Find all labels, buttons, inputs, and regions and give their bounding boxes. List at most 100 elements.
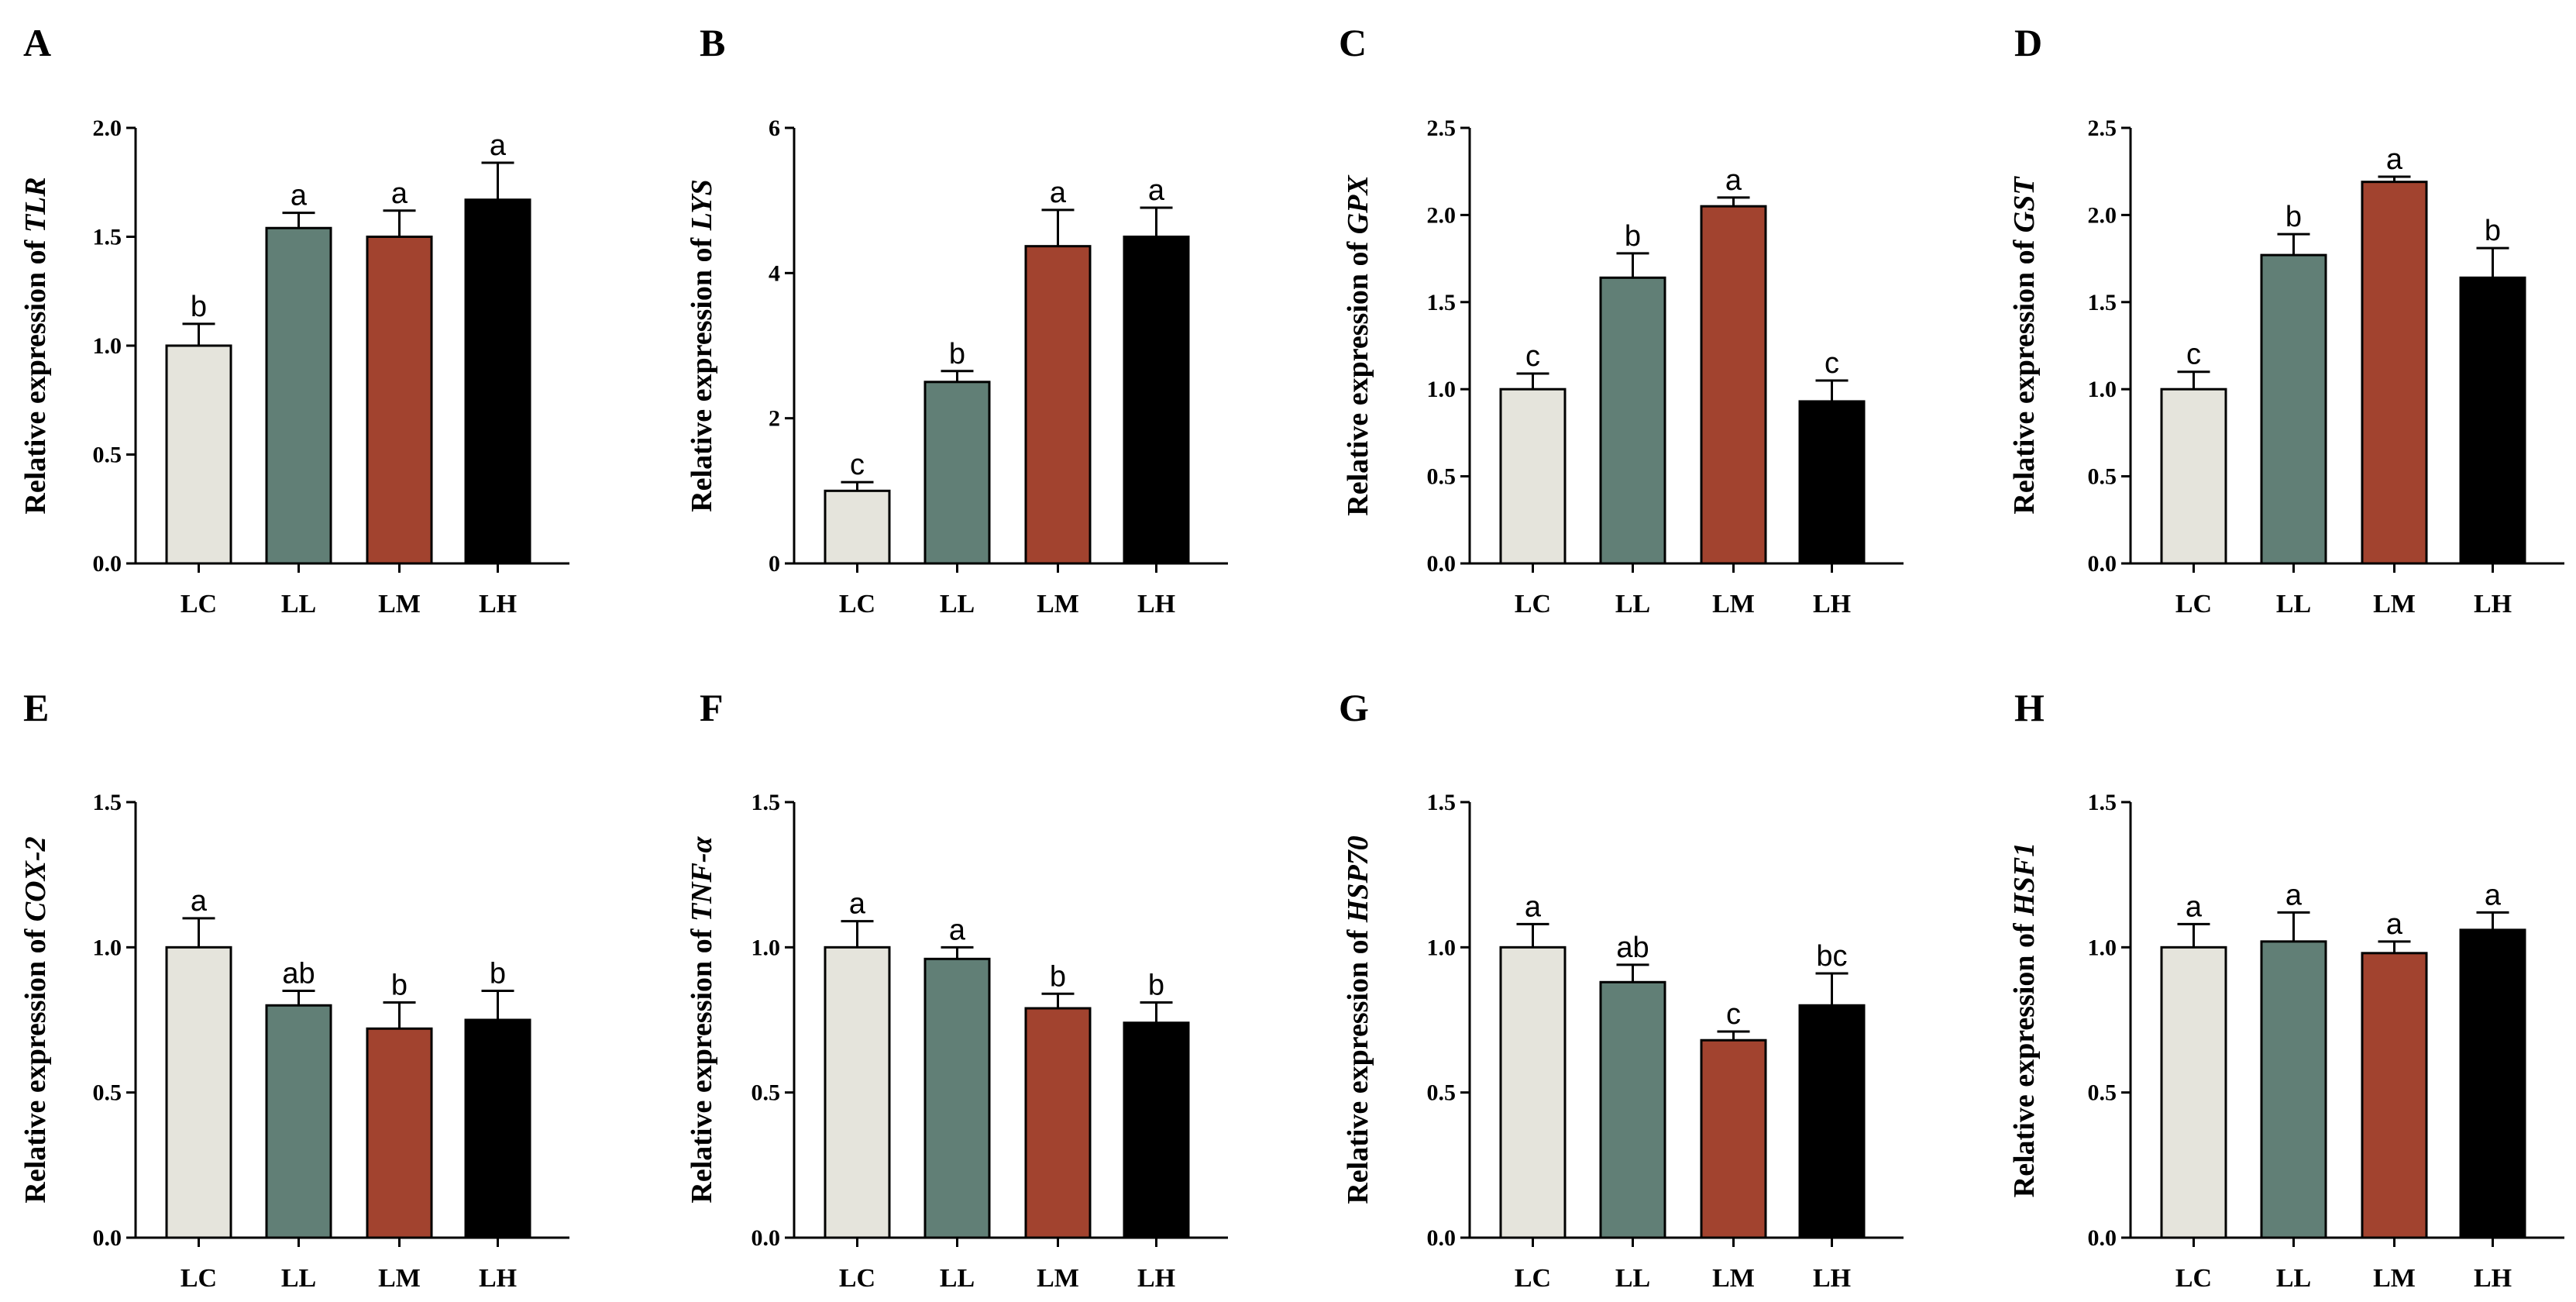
panel-letter: H (2014, 686, 2045, 729)
x-tick-label-LL: LL (281, 590, 316, 618)
x-tick-label-LM: LM (2373, 590, 2416, 618)
bar-LC (824, 946, 891, 1239)
x-tick-label-LM: LM (378, 1264, 421, 1293)
bar-LC (2160, 946, 2227, 1239)
y-tick-label: 2.0 (93, 115, 122, 141)
y-tick-label: 0.5 (1427, 464, 1457, 490)
significance-letter-LC: c (2186, 339, 2201, 371)
x-tick-label-LH: LH (2474, 1264, 2512, 1293)
x-tick-label-LH: LH (1813, 1264, 1851, 1293)
x-tick-label-LH: LH (1137, 1264, 1175, 1293)
y-axis-label-prefix: Relative expression of (1342, 922, 1374, 1204)
x-tick-label-LL: LL (281, 1264, 316, 1293)
y-axis-label: Relative expression of LYS (686, 179, 718, 512)
y-axis-label-prefix: Relative expression of (686, 921, 718, 1203)
panel-letter: D (2014, 21, 2042, 64)
panel-E: E Relative expression of COX-2 a LC ab LL b LM b… (19, 686, 569, 1293)
x-tick-label-LM: LM (1712, 1264, 1755, 1293)
panel-letter: G (1339, 686, 1369, 729)
y-tick-label: 0.0 (2088, 551, 2117, 577)
x-tick-label-LH: LH (479, 1264, 517, 1293)
x-tick-label-LH: LH (1137, 590, 1175, 618)
y-tick-label: 0.5 (2088, 464, 2117, 490)
significance-letter-LC: a (2186, 890, 2203, 923)
panel-C: C Relative expression of GPX c LC b LL a LM c LH 0… (1339, 21, 1904, 618)
significance-letter-LL: a (2285, 879, 2303, 911)
x-tick-label-LC: LC (181, 590, 217, 618)
x-tick-label-LL: LL (940, 590, 975, 618)
y-tick-label: 1.0 (93, 333, 122, 359)
x-tick-label-LL: LL (2276, 590, 2311, 618)
significance-letter-LC: a (849, 888, 866, 921)
x-tick-label-LC: LC (2175, 1264, 2212, 1293)
significance-letter-LH: a (2485, 879, 2502, 911)
bar-LM (366, 236, 433, 565)
y-axis-label-prefix: Relative expression of (1342, 234, 1374, 515)
bar-LC (824, 489, 891, 565)
y-tick-label: 2.5 (2088, 115, 2117, 141)
bar-LL (923, 381, 991, 565)
significance-letter-LM: a (1050, 177, 1067, 209)
significance-letter-LH: a (490, 129, 507, 162)
bar-LM (366, 1027, 433, 1239)
significance-letter-LM: a (2386, 143, 2403, 176)
x-tick-label-LC: LC (181, 1264, 217, 1293)
gene-name: COX-2 (19, 836, 52, 921)
y-axis-label: Relative expression of COX-2 (19, 836, 52, 1203)
y-tick-label: 2 (769, 406, 780, 432)
panel-D: D Relative expression of GST c LC b LL a LM b LH 0… (2008, 21, 2564, 618)
panel-G: G Relative expression of HSP70 a LC ab LL c LM b… (1339, 686, 1904, 1293)
significance-letter-LH: a (1148, 174, 1165, 207)
gene-name: LYS (686, 179, 718, 231)
bar-LC (1499, 388, 1567, 565)
bar-LM (1700, 205, 1767, 565)
significance-letter-LH: b (2485, 215, 2501, 247)
x-tick-label-LM: LM (378, 590, 421, 618)
y-axis-label: Relative expression of HSP70 (1342, 835, 1374, 1204)
x-tick-label-LH: LH (1813, 590, 1851, 618)
bar-LC (2160, 388, 2227, 565)
y-axis-label-prefix: Relative expression of (2008, 232, 2041, 514)
bar-LM (2361, 181, 2428, 565)
x-tick-label-LC: LC (839, 590, 875, 618)
x-tick-label-LH: LH (2474, 590, 2512, 618)
gene-name: TLR (19, 177, 52, 232)
panel-F: F Relative expression of TNF-α a LC a LL b LM b L… (686, 686, 1228, 1293)
y-axis-label: Relative expression of TLR (19, 177, 52, 514)
bar-LL (923, 957, 991, 1239)
significance-letter-LH: b (1148, 970, 1164, 1002)
bar-LH (1798, 400, 1866, 565)
y-tick-label: 0.5 (1427, 1080, 1457, 1106)
gene-name: GPX (1342, 174, 1374, 235)
y-axis-label: Relative expression of GPX (1342, 174, 1374, 516)
y-tick-label: 2.0 (2088, 202, 2117, 228)
significance-letter-LM: a (1725, 164, 1742, 197)
significance-letter-LL: a (291, 180, 308, 212)
significance-letter-LC: c (1525, 340, 1540, 373)
panel-letter: A (23, 21, 51, 64)
panel-letter: E (23, 686, 49, 729)
bar-LL (1599, 276, 1666, 565)
significance-letter-LL: ab (1616, 932, 1649, 964)
bar-LH (464, 198, 531, 565)
bar-LM (1700, 1038, 1767, 1239)
significance-letter-LH: b (490, 958, 506, 990)
significance-letter-LM: a (391, 177, 408, 210)
y-axis-label-prefix: Relative expression of (2008, 916, 2041, 1197)
panel-H: H Relative expression of HSF1 a LC a LL a LM a LH… (2008, 686, 2564, 1293)
x-tick-label-LC: LC (839, 1264, 875, 1293)
y-tick-label: 2.0 (1427, 202, 1457, 228)
y-tick-label: 0.0 (1427, 1225, 1457, 1251)
y-tick-label: 1.5 (2088, 290, 2117, 315)
significance-letter-LC: a (1525, 890, 1542, 923)
significance-letter-LM: c (1726, 998, 1741, 1031)
y-tick-label: 1.0 (1427, 935, 1457, 960)
significance-letter-LL: a (949, 914, 966, 946)
bar-LM (2361, 952, 2428, 1239)
y-tick-label: 1.0 (751, 935, 781, 960)
x-tick-label-LL: LL (940, 1264, 975, 1293)
y-tick-label: 0.5 (751, 1080, 781, 1106)
significance-letter-LC: b (191, 291, 207, 323)
significance-letter-LM: b (1050, 960, 1066, 993)
